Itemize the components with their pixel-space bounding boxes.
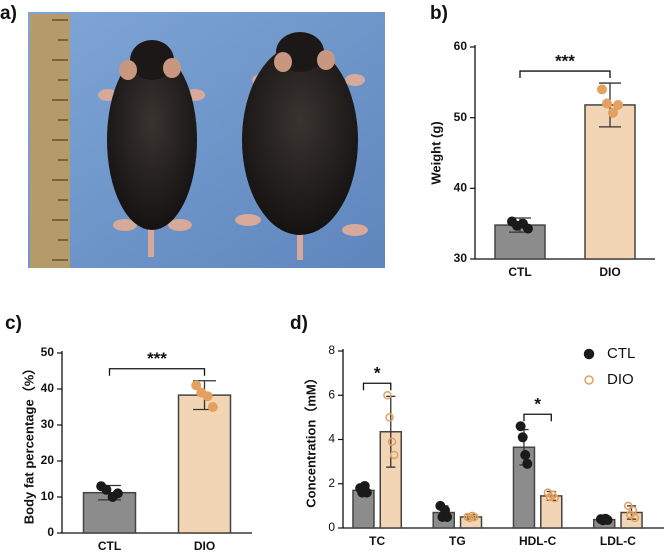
data-point bbox=[597, 84, 607, 95]
data-point bbox=[522, 458, 533, 469]
y-tick-label: 40 bbox=[41, 381, 55, 395]
data-point bbox=[602, 515, 613, 526]
data-point bbox=[630, 513, 640, 523]
photo bbox=[28, 12, 385, 268]
y-tick-label: 30 bbox=[41, 417, 55, 431]
x-tick-label: DIO bbox=[194, 539, 215, 553]
panel-label: b) bbox=[430, 3, 448, 24]
y-tick-label: 50 bbox=[41, 345, 55, 359]
data-point bbox=[112, 488, 123, 499]
data-point bbox=[191, 380, 202, 391]
y-tick-label: 0 bbox=[328, 520, 335, 534]
significance-bracket bbox=[523, 413, 552, 422]
panel-label: c) bbox=[5, 313, 22, 334]
data-point bbox=[387, 437, 397, 446]
significance-bracket bbox=[362, 382, 392, 391]
bar bbox=[584, 104, 636, 260]
x-tick-label: CTL bbox=[508, 265, 531, 279]
data-point bbox=[608, 107, 618, 118]
significance-bracket bbox=[108, 368, 206, 376]
data-point bbox=[470, 512, 479, 522]
y-tick-label: 20 bbox=[41, 453, 55, 467]
significance-label: *** bbox=[555, 52, 575, 71]
data-point bbox=[207, 402, 218, 412]
y-tick-label: 0 bbox=[47, 525, 54, 539]
data-point bbox=[543, 488, 553, 497]
x-tick-label: LDL-C bbox=[600, 534, 636, 548]
data-point bbox=[101, 484, 112, 495]
x-tick-label: TC bbox=[369, 534, 385, 548]
y-tick-label: 30 bbox=[454, 251, 468, 265]
legend-label: DIO bbox=[607, 371, 634, 388]
y-tick-label: 50 bbox=[454, 110, 468, 124]
y-axis-label: Body fat percentage（%） bbox=[21, 362, 36, 525]
y-tick-label: 2 bbox=[328, 476, 335, 490]
significance-label: * bbox=[534, 395, 541, 414]
legend-marker bbox=[583, 348, 595, 360]
data-point bbox=[383, 391, 392, 400]
y-axis-label: Concentration（mM） bbox=[303, 371, 318, 508]
data-point bbox=[623, 501, 633, 511]
bar bbox=[177, 394, 232, 534]
legend-marker bbox=[584, 375, 594, 385]
y-tick-label: 8 bbox=[328, 343, 335, 357]
x-tick-label: HDL-C bbox=[519, 534, 557, 548]
x-tick-label: DIO bbox=[599, 265, 620, 279]
data-point bbox=[628, 506, 638, 515]
data-point bbox=[389, 450, 399, 460]
panel-label: a) bbox=[0, 3, 17, 24]
significance-bracket bbox=[519, 70, 611, 79]
data-point bbox=[520, 449, 531, 460]
data-point bbox=[550, 493, 559, 503]
data-point bbox=[442, 511, 453, 522]
y-tick-label: 10 bbox=[41, 489, 55, 503]
y-tick-label: 6 bbox=[328, 387, 335, 401]
data-point bbox=[613, 99, 623, 110]
data-point bbox=[361, 487, 372, 498]
data-point bbox=[602, 98, 612, 109]
data-point bbox=[465, 513, 475, 523]
panel-label: d) bbox=[290, 313, 308, 334]
legend-label: CTL bbox=[607, 345, 635, 362]
data-point bbox=[515, 421, 526, 432]
data-point bbox=[385, 413, 394, 422]
y-tick-label: 60 bbox=[454, 39, 468, 53]
significance-label: *** bbox=[147, 349, 167, 368]
y-axis-label: Weight (g) bbox=[428, 121, 443, 184]
x-tick-label: CTL bbox=[98, 539, 121, 553]
y-tick-label: 4 bbox=[328, 432, 335, 446]
significance-label: * bbox=[374, 364, 381, 383]
x-tick-label: TG bbox=[449, 534, 466, 548]
data-point bbox=[545, 492, 555, 502]
data-point bbox=[202, 391, 213, 402]
data-point bbox=[517, 432, 528, 443]
y-tick-label: 40 bbox=[454, 181, 468, 195]
data-point bbox=[523, 223, 533, 234]
